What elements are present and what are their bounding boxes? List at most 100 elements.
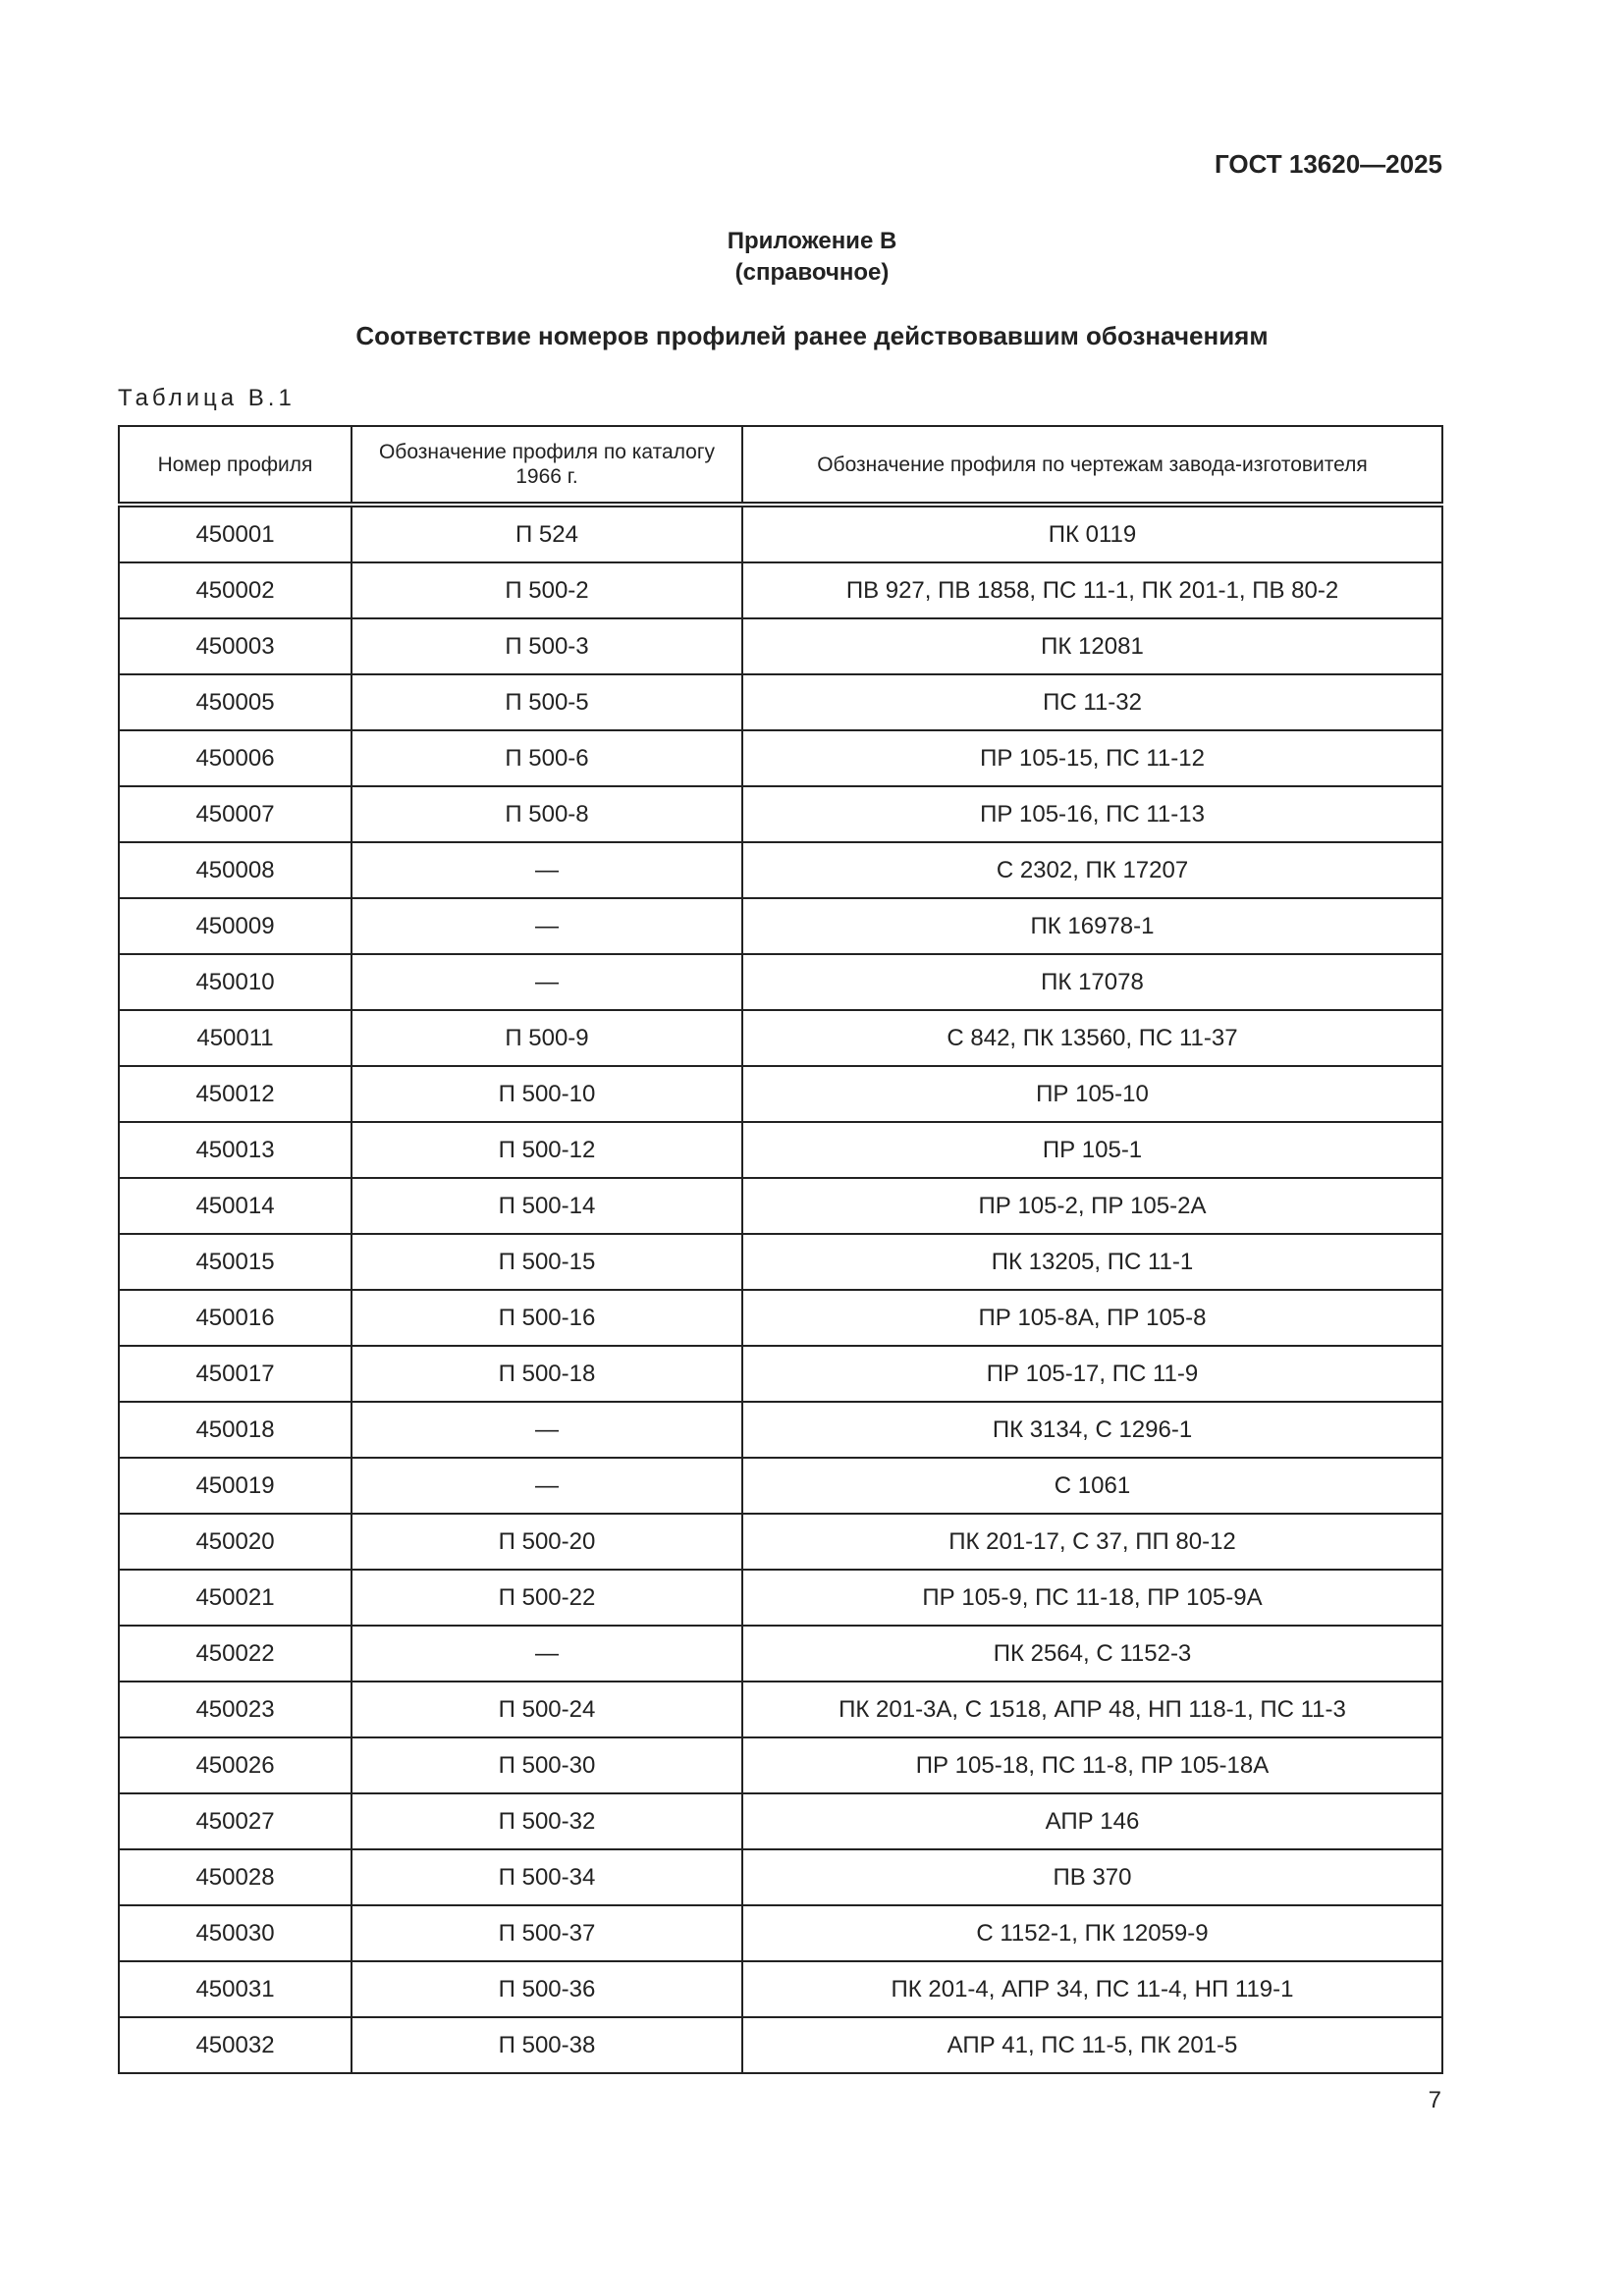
table-row: 450020 П 500-20 ПК 201-17, С 37, ПП 80-12: [118, 1513, 1443, 1571]
cell-factory-designation: ПР 105-2, ПР 105-2А: [741, 1177, 1443, 1235]
table-row: 450016 П 500-16 ПР 105-8А, ПР 105-8: [118, 1289, 1443, 1347]
cell-profile-number: 450031: [118, 1960, 352, 2018]
cell-profile-number: 450020: [118, 1513, 352, 1571]
cell-factory-designation: ПК 17078: [741, 953, 1443, 1011]
column-header-factory-drawings: Обозначение профиля по чертежам завода-и…: [741, 425, 1443, 506]
cell-factory-designation: ПР 105-10: [741, 1065, 1443, 1123]
cell-catalog-1966: П 524: [351, 504, 743, 563]
cell-catalog-1966: П 500-6: [351, 729, 743, 787]
cell-factory-designation: ПК 3134, С 1296-1: [741, 1401, 1443, 1459]
table-row: 450003 П 500-3 ПК 12081: [118, 617, 1443, 675]
cell-profile-number: 450026: [118, 1736, 352, 1794]
table-row: 450031 П 500-36 ПК 201-4, АПР 34, ПС 11-4,…: [118, 1960, 1443, 2018]
cell-profile-number: 450019: [118, 1457, 352, 1515]
table-row: 450015 П 500-15 ПК 13205, ПС 11-1: [118, 1233, 1443, 1291]
cell-factory-designation: АПР 41, ПС 11-5, ПК 201-5: [741, 2016, 1443, 2074]
table-row: 450027 П 500-32 АПР 146: [118, 1792, 1443, 1850]
cell-profile-number: 450012: [118, 1065, 352, 1123]
table-body: 450001 П 524 ПК 0119 450002 П 500-2 ПВ 927, П…: [118, 504, 1443, 2074]
table-row: 450014 П 500-14 ПР 105-2, ПР 105-2А: [118, 1177, 1443, 1235]
cell-catalog-1966: П 500-16: [351, 1289, 743, 1347]
table-row: 450009— ПК 16978-1: [118, 897, 1443, 955]
cell-factory-designation: ПР 105-8А, ПР 105-8: [741, 1289, 1443, 1347]
cell-factory-designation: ПК 201-4, АПР 34, ПС 11-4, НП 119-1: [741, 1960, 1443, 2018]
cell-profile-number: 450017: [118, 1345, 352, 1403]
table-row: 450002 П 500-2 ПВ 927, ПВ 1858, ПС 11-1, П…: [118, 561, 1443, 619]
cell-factory-designation: ПС 11-32: [741, 673, 1443, 731]
table-row: 450021 П 500-22 ПР 105-9, ПС 11-18, ПР 105…: [118, 1569, 1443, 1627]
cell-factory-designation: ПВ 927, ПВ 1858, ПС 11-1, ПК 201-1, ПВ 8…: [741, 561, 1443, 619]
cell-profile-number: 450013: [118, 1121, 352, 1179]
cell-catalog-1966: —: [351, 897, 743, 955]
cell-catalog-1966: П 500-34: [351, 1848, 743, 1906]
cell-factory-designation: ПК 2564, С 1152-3: [741, 1625, 1443, 1682]
cell-factory-designation: ПК 16978-1: [741, 897, 1443, 955]
table-row: 450013 П 500-12 ПР 105-1: [118, 1121, 1443, 1179]
table-row: 450022— ПК 2564, С 1152-3: [118, 1625, 1443, 1682]
cell-factory-designation: ПК 201-3А, С 1518, АПР 48, НП 118-1, ПС …: [741, 1681, 1443, 1738]
table-header-row: Номер профиля Обозначение профиля по кат…: [118, 425, 1443, 506]
cell-factory-designation: С 2302, ПК 17207: [741, 841, 1443, 899]
table-row: 450023 П 500-24 ПК 201-3А, С 1518, АПР 48,…: [118, 1681, 1443, 1738]
cell-profile-number: 450005: [118, 673, 352, 731]
cell-profile-number: 450009: [118, 897, 352, 955]
table-row: 450001 П 524 ПК 0119: [118, 504, 1443, 563]
table-row: 450005 П 500-5 ПС 11-32: [118, 673, 1443, 731]
cell-factory-designation: С 1061: [741, 1457, 1443, 1515]
cell-factory-designation: АПР 146: [741, 1792, 1443, 1850]
table-row: 450032 П 500-38 АПР 41, ПС 11-5, ПК 201-5: [118, 2016, 1443, 2074]
cell-profile-number: 450027: [118, 1792, 352, 1850]
cell-catalog-1966: П 500-3: [351, 617, 743, 675]
cell-profile-number: 450016: [118, 1289, 352, 1347]
cell-profile-number: 450015: [118, 1233, 352, 1291]
cell-factory-designation: ПК 0119: [741, 504, 1443, 563]
cell-factory-designation: ПК 12081: [741, 617, 1443, 675]
cell-catalog-1966: П 500-24: [351, 1681, 743, 1738]
page-number: 7: [1428, 2087, 1441, 2113]
cell-catalog-1966: П 500-9: [351, 1009, 743, 1067]
cell-factory-designation: ПК 13205, ПС 11-1: [741, 1233, 1443, 1291]
cell-catalog-1966: —: [351, 1625, 743, 1682]
cell-catalog-1966: П 500-36: [351, 1960, 743, 2018]
cell-profile-number: 450008: [118, 841, 352, 899]
cell-profile-number: 450014: [118, 1177, 352, 1235]
cell-factory-designation: ПР 105-1: [741, 1121, 1443, 1179]
cell-catalog-1966: П 500-12: [351, 1121, 743, 1179]
profile-correspondence-table: Номер профиля Обозначение профиля по кат…: [118, 425, 1443, 2074]
table-row: 450028 П 500-34 ПВ 370: [118, 1848, 1443, 1906]
cell-catalog-1966: П 500-14: [351, 1177, 743, 1235]
standard-number: ГОСТ 13620—2025: [1215, 149, 1442, 179]
cell-profile-number: 450018: [118, 1401, 352, 1459]
table-row: 450008— С 2302, ПК 17207: [118, 841, 1443, 899]
cell-catalog-1966: П 500-5: [351, 673, 743, 731]
cell-factory-designation: ПВ 370: [741, 1848, 1443, 1906]
cell-catalog-1966: П 500-22: [351, 1569, 743, 1627]
appendix-title: Приложение В: [727, 228, 897, 254]
cell-factory-designation: ПР 105-16, ПС 11-13: [741, 785, 1443, 843]
cell-profile-number: 450011: [118, 1009, 352, 1067]
cell-factory-designation: ПР 105-15, ПС 11-12: [741, 729, 1443, 787]
cell-profile-number: 450007: [118, 785, 352, 843]
section-heading: Соответствие номеров профилей ранее дейс…: [355, 321, 1269, 350]
cell-factory-designation: С 842, ПК 13560, ПС 11-37: [741, 1009, 1443, 1067]
column-header-profile-number: Номер профиля: [118, 425, 352, 506]
table-row: 450019— С 1061: [118, 1457, 1443, 1515]
cell-catalog-1966: —: [351, 841, 743, 899]
cell-catalog-1966: —: [351, 953, 743, 1011]
cell-catalog-1966: П 500-30: [351, 1736, 743, 1794]
table-row: 450007 П 500-8 ПР 105-16, ПС 11-13: [118, 785, 1443, 843]
cell-profile-number: 450030: [118, 1904, 352, 1962]
cell-profile-number: 450010: [118, 953, 352, 1011]
column-header-catalog-1966: Обозначение профиля по каталогу 1966 г.: [351, 425, 743, 506]
cell-catalog-1966: —: [351, 1401, 743, 1459]
cell-profile-number: 450032: [118, 2016, 352, 2074]
cell-catalog-1966: П 500-32: [351, 1792, 743, 1850]
cell-profile-number: 450028: [118, 1848, 352, 1906]
cell-profile-number: 450001: [118, 504, 352, 563]
cell-catalog-1966: П 500-10: [351, 1065, 743, 1123]
table-row: 450012 П 500-10 ПР 105-10: [118, 1065, 1443, 1123]
cell-catalog-1966: П 500-38: [351, 2016, 743, 2074]
cell-catalog-1966: П 500-8: [351, 785, 743, 843]
cell-catalog-1966: П 500-15: [351, 1233, 743, 1291]
cell-catalog-1966: —: [351, 1457, 743, 1515]
